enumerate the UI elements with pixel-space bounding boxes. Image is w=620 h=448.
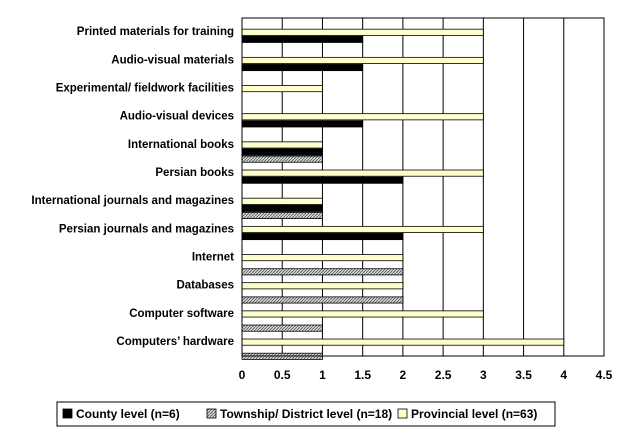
bar-township [241,211,323,219]
category-label: Persian journals and magazines [59,223,234,235]
bar-county [241,204,323,212]
bar-provincial [241,338,565,346]
category-labels: Printed materials for training Audio-visu… [31,26,234,348]
bar-county [241,176,404,184]
x-tick-label: 3 [480,368,487,382]
category-label: Databases [176,280,234,292]
bar-township [241,268,404,276]
x-tick-label: 0 [239,368,246,382]
category-label: Audio-visual materials [111,54,234,66]
bar-township [241,155,323,163]
bar-county [241,35,364,43]
bar-provincial [241,225,484,233]
x-tick-label: 3.5 [515,368,532,382]
category-label: International journals and magazines [31,195,234,207]
bars [241,28,565,360]
category-label: Computer software [129,308,234,320]
plot-area-frame [241,17,605,357]
legend-label: Provincial level (n=63) [411,407,537,421]
bar-provincial [241,282,404,290]
x-tick-label: 2 [400,368,407,382]
category-label: Audio-visual devices [120,111,234,123]
bar-county [241,120,364,128]
category-label: Computers’ hardware [116,336,234,348]
legend-box [56,401,556,427]
bar-provincial [241,197,323,205]
bar-township [241,324,323,332]
bar-county [241,148,323,156]
category-label: Experimental/ fieldwork facilities [56,82,234,94]
legend-label: Township/ District level (n=18) [220,407,392,421]
legend-swatch [206,408,217,419]
bar-township [241,296,404,304]
x-tick-label: 4 [560,368,567,382]
x-axis-ticks: 0 0.5 1 1.5 2 2.5 3 3.5 4 4.5 [239,368,613,382]
bar-provincial [241,141,323,149]
x-tick-label: 0.5 [274,368,291,382]
category-label: Persian books [155,167,234,179]
legend-swatch [397,408,408,419]
bar-provincial [241,85,323,93]
x-tick-label: 1.5 [354,368,371,382]
legend: County level (n=6) Township/ District lev… [56,401,556,427]
bar-county [241,233,404,241]
category-label: Internet [192,251,234,263]
legend-label: County level (n=6) [76,407,180,421]
category-label: Printed materials for training [77,26,234,38]
x-tick-label: 2.5 [435,368,452,382]
x-tick-label: 4.5 [596,368,613,382]
bar-county [241,64,364,72]
bar-provincial [241,113,484,121]
bar-provincial [241,28,484,36]
category-label: International books [128,139,234,151]
bar-provincial [241,169,484,177]
x-tick-label: 1 [319,368,326,382]
legend-swatch [62,408,73,419]
bar-provincial [241,56,484,64]
bar-provincial [241,254,404,262]
bar-provincial [241,310,484,318]
